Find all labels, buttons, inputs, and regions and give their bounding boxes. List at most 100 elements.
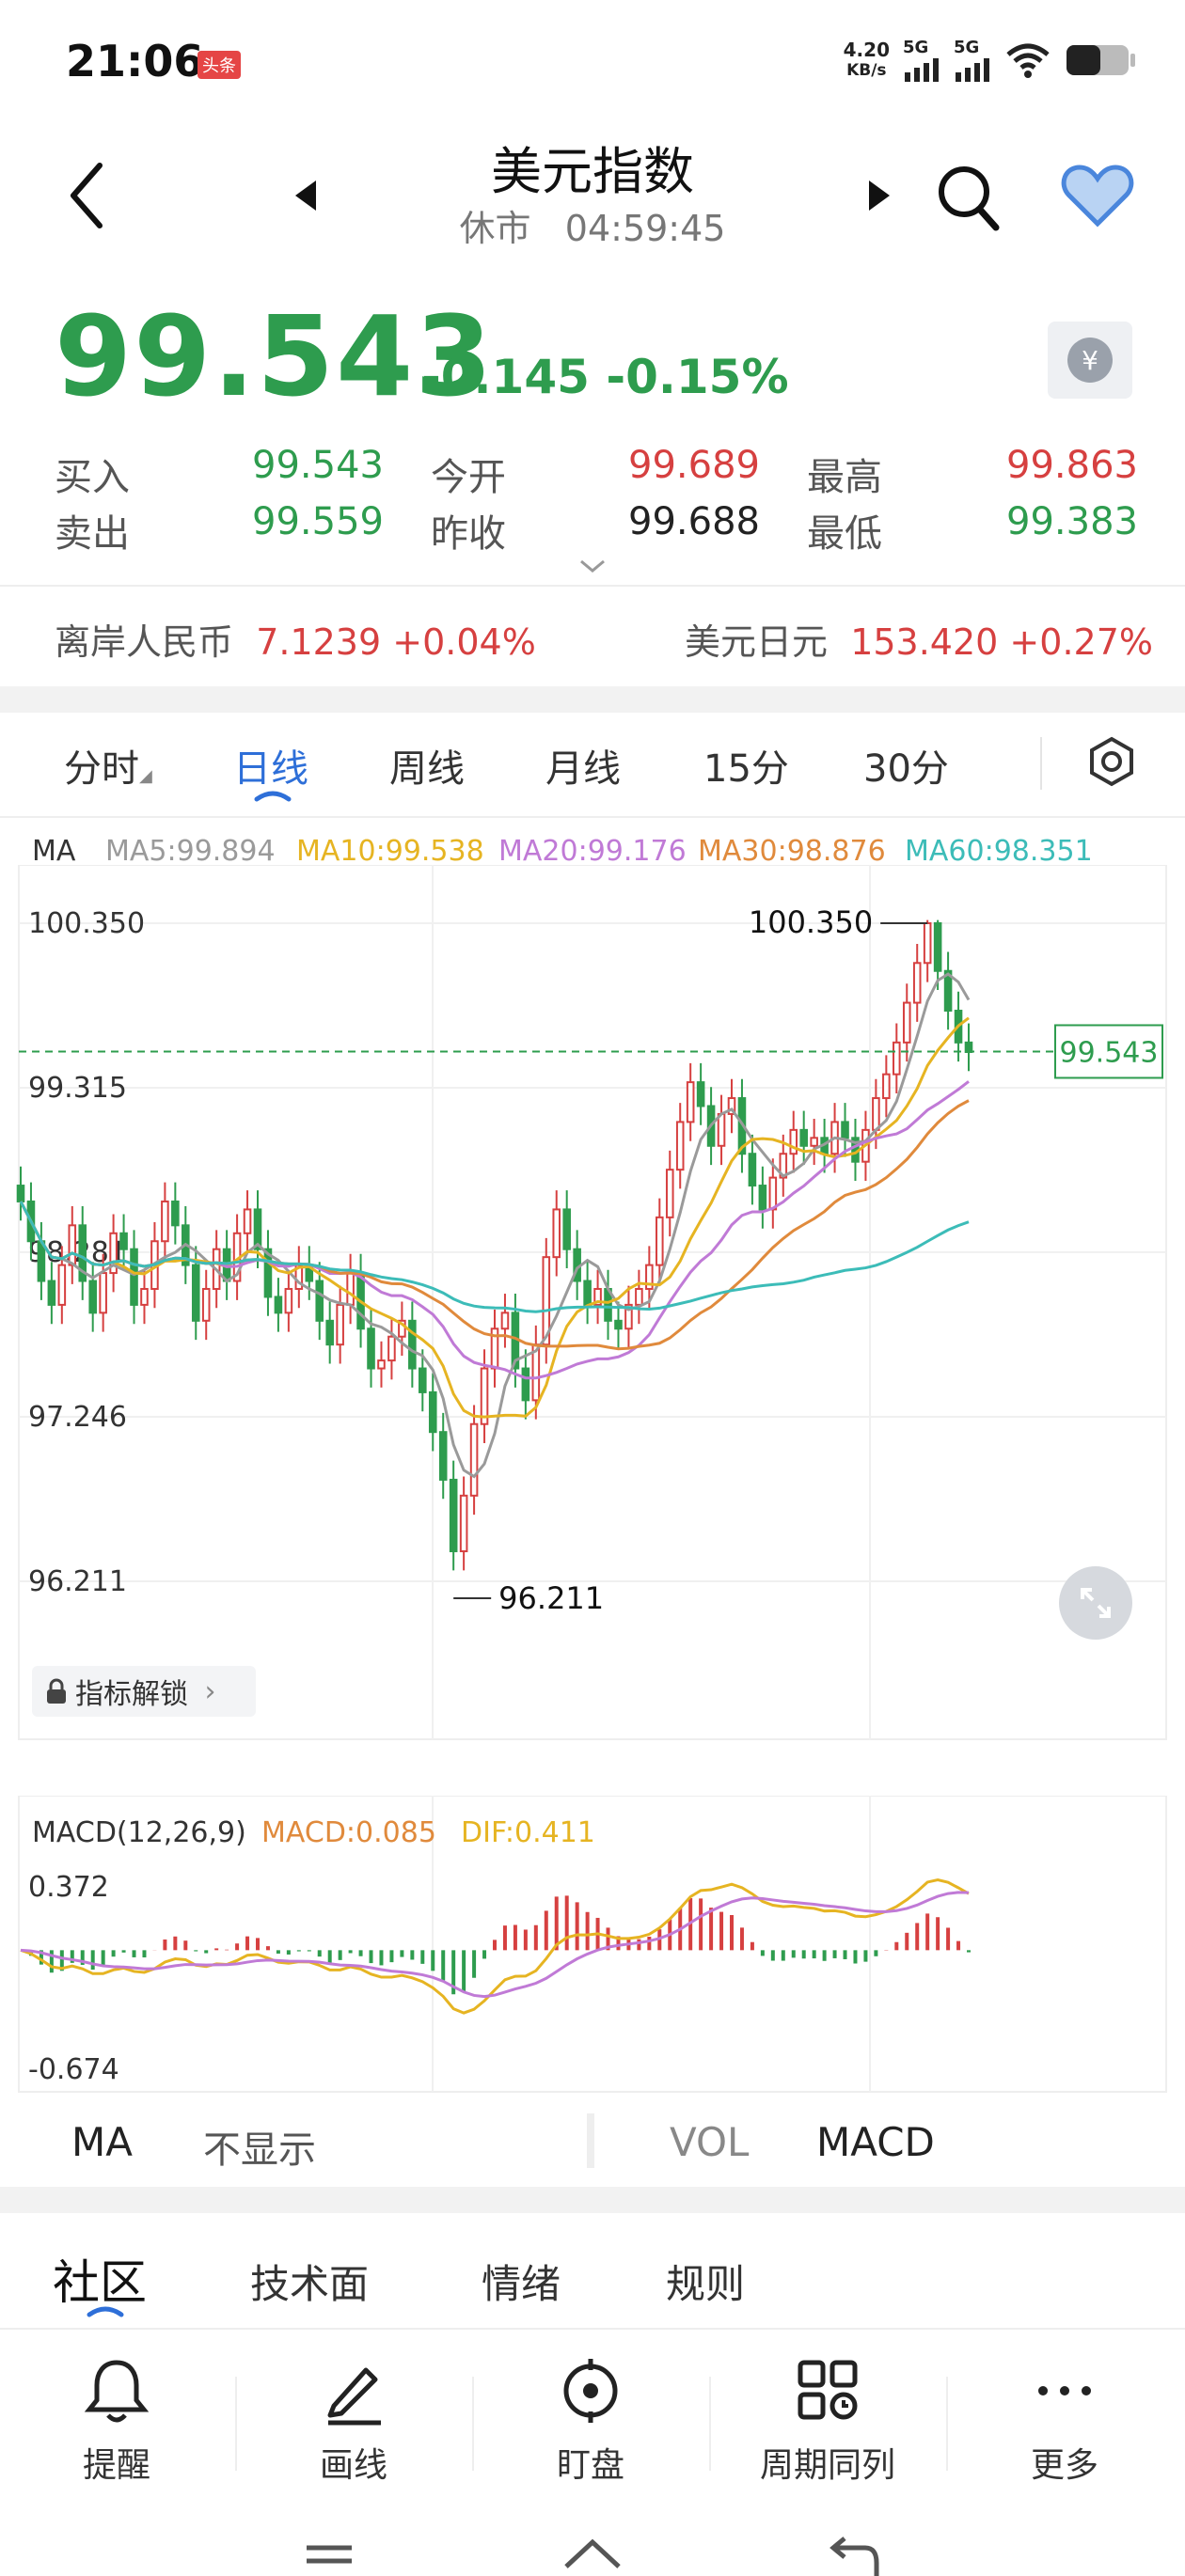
chart-settings-icon[interactable] [1083,733,1140,790]
section-tab-technical[interactable]: 技术面 [250,2261,370,2307]
candle-body [99,1272,107,1314]
back-icon[interactable] [66,160,107,231]
page-title: 美元指数 [491,142,694,201]
candle-body [500,1312,510,1330]
candle-body [449,1478,458,1553]
section-tab-rules[interactable]: 规则 [666,2261,746,2307]
candle-body [47,1280,56,1306]
next-instrument-icon[interactable] [865,179,893,212]
candle-body [552,1208,561,1259]
candle-body [191,1264,200,1322]
ma-toggle[interactable]: MA [71,2119,133,2165]
candle-body [562,1208,571,1250]
market-status: 休市 04:59:45 [459,208,726,249]
candle-body [675,1121,685,1171]
nav-menu-icon[interactable] [303,2538,356,2576]
tab-30min[interactable]: 30分 [863,747,949,791]
candle-body [377,1359,386,1370]
pencil-icon [327,2367,381,2426]
macd-chart[interactable] [0,1796,1185,2097]
related-item-cnh[interactable]: 离岸人民币 7.1239 +0.04% [55,621,536,663]
macd-value: MACD:0.085 [261,1816,436,1849]
bid-label: 买入 [55,456,130,499]
candle-body [656,1216,664,1266]
candle-body [284,1287,293,1314]
tab-monthly[interactable]: 月线 [545,747,621,791]
ma-legend-label: MA [32,835,76,868]
draw-line-button[interactable]: 画线 [278,2355,429,2487]
candle-body [779,1153,788,1179]
tab-intraday[interactable]: 分时◢ [64,747,152,791]
candle-body [614,1319,623,1330]
candle-body [645,1264,654,1290]
tab-weekly[interactable]: 周线 [389,747,465,791]
expand-chevron-icon[interactable] [578,558,607,575]
dif-line [20,1877,970,2015]
bell-icon [84,2360,150,2423]
y-tick-label: 97.246 [28,1401,127,1434]
candle-body [253,1208,262,1250]
candle-body [336,1303,344,1346]
ma10-legend: MA10:99.538 [296,835,484,868]
nav-back-icon[interactable] [824,2535,884,2576]
y-tick-label: 99.315 [28,1072,127,1105]
candle-body [799,1128,808,1147]
tab-daily[interactable]: 日线 [233,747,308,791]
macd-ytick-top: 0.372 [28,1871,109,1904]
candle-body [665,1169,674,1218]
candle-body [696,1081,705,1107]
candle-body [419,1367,427,1393]
candle-body [748,1153,757,1187]
vol-toggle[interactable]: VOL [670,2119,750,2165]
ma5-legend: MA5:99.894 [105,835,276,868]
ma60-legend: MA60:98.351 [905,835,1093,868]
candle-body [933,922,942,972]
signal-icon-2: 5G [954,38,991,82]
candle-body [201,1287,211,1322]
price-change: -0.145 -0.15% [421,350,789,404]
watch-button[interactable]: 盯盘 [515,2355,666,2487]
candle-body [438,1431,448,1481]
app-badge: 头条 [198,51,241,79]
macd-toggle[interactable]: MACD [816,2119,935,2165]
target-icon [563,2359,618,2423]
nav-home-icon[interactable] [561,2535,624,2576]
fullscreen-button[interactable] [1059,1566,1132,1640]
more-button[interactable]: 更多 [989,2355,1140,2487]
period-compare-button[interactable]: 周期同列 [752,2355,903,2487]
candle-body [263,1248,273,1298]
tab-15min[interactable]: 15分 [703,747,789,791]
y-tick-label: 100.350 [28,907,145,940]
search-icon[interactable] [936,162,1002,233]
candle-body [521,1367,530,1402]
candle-body [408,1319,417,1370]
prev-instrument-icon[interactable] [292,179,320,212]
expand-icon [1081,1588,1111,1618]
candlestick-chart[interactable]: 100.35099.31598.28197.24696.2112025-09-1… [0,865,1185,1749]
alert-button[interactable]: 提醒 [41,2355,192,2487]
currency-convert-icon[interactable]: ¥ [1048,322,1132,399]
related-item-usdjpy[interactable]: 美元日元 153.420 +0.27% [685,621,1153,663]
open-value: 99.689 [628,444,760,487]
section-tab-community[interactable]: 社区 [53,2255,147,2310]
candle-body [398,1319,406,1338]
candle-body [686,1081,695,1123]
candle-body [37,1240,46,1282]
last-price: 99.543 [55,291,495,421]
candle-body [810,1137,818,1147]
candle-body [841,1121,849,1139]
candle-body [88,1280,97,1314]
ma-display-state[interactable]: 不显示 [203,2128,316,2172]
favorite-heart-icon[interactable] [1061,162,1134,229]
high-value: 99.863 [1006,444,1138,487]
candle-body [387,1335,396,1362]
more-dots-icon [1038,2386,1091,2395]
status-time: 21:06 [66,36,204,86]
active-tab-indicator [254,791,292,802]
candle-body [367,1327,375,1370]
grid-clock-icon [798,2360,858,2420]
min-label: 96.211 [498,1580,604,1616]
unlock-indicators-button[interactable]: 指标解锁 › [32,1666,256,1717]
section-tab-sentiment[interactable]: 情绪 [482,2261,561,2307]
candle-body [140,1287,149,1306]
